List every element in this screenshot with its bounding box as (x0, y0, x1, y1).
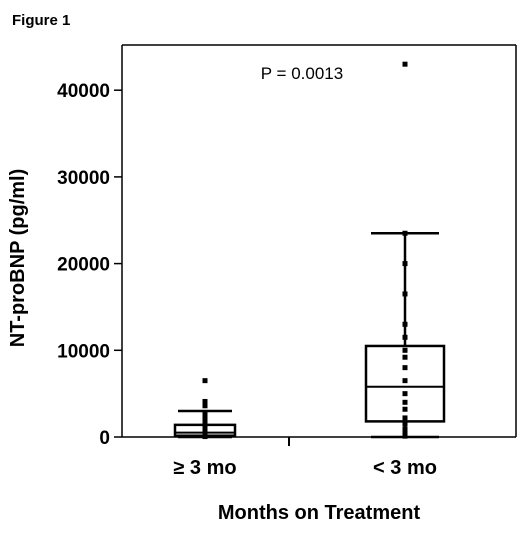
data-point (202, 398, 208, 404)
data-point (202, 418, 208, 424)
data-point (402, 347, 408, 353)
data-point (402, 426, 408, 432)
data-point (402, 433, 408, 439)
data-point (202, 434, 208, 440)
data-point (402, 365, 408, 371)
data-point (402, 230, 408, 236)
y-tick-label: 40000 (57, 81, 110, 102)
figure-label: Figure 1 (12, 12, 71, 29)
data-point (402, 431, 408, 437)
data-point (402, 61, 408, 67)
category-labels: ≥ 3 mo < 3 mo (173, 457, 437, 479)
data-point (402, 321, 408, 327)
data-point (402, 399, 408, 405)
y-tick-label: 10000 (57, 341, 110, 362)
data-point (402, 334, 408, 340)
data-point (402, 378, 408, 384)
data-point (202, 421, 208, 427)
data-point (402, 291, 408, 297)
x-category-label: ≥ 3 mo (173, 457, 236, 479)
y-tick-label: 0 (99, 428, 110, 449)
data-point (402, 261, 408, 267)
box-group (173, 378, 237, 440)
box-iqr (364, 344, 446, 423)
axes (121, 44, 517, 446)
x-axis-title: Months on Treatment (218, 502, 421, 524)
data-point (202, 414, 208, 420)
data-point (402, 421, 408, 427)
data-point (202, 378, 208, 384)
data-point (402, 354, 408, 360)
y-ticks: 0 10000 20000 30000 40000 (57, 81, 122, 449)
y-tick-label: 30000 (57, 168, 110, 189)
x-category-label: < 3 mo (373, 457, 437, 479)
data-point (402, 406, 408, 412)
data-point (402, 415, 408, 421)
data-point (202, 410, 208, 416)
p-value-annotation: P = 0.0013 (261, 64, 343, 83)
y-axis-title: NT-proBNP (pg/ml) (7, 169, 29, 348)
data-point (202, 403, 208, 409)
y-tick-label: 20000 (57, 255, 110, 276)
data-point (402, 391, 408, 397)
boxes (173, 61, 446, 440)
box-group (364, 61, 446, 439)
